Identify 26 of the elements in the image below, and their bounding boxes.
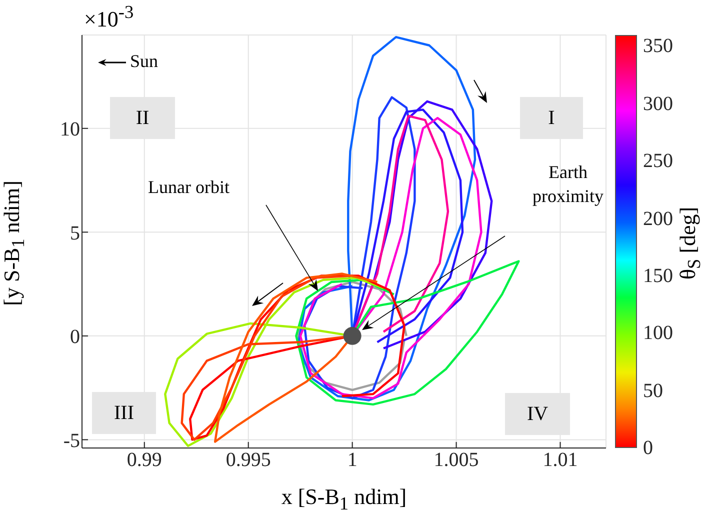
color-bar-label: 0 [643, 436, 653, 460]
annotation: II [110, 97, 175, 139]
color-bar-label: 300 [643, 92, 673, 116]
annotation: III [92, 392, 156, 434]
y-tick-label: 10 [60, 118, 80, 140]
annotation: Earth proximity [532, 161, 604, 208]
x-axis-title: x [S-B$_{1}$ ndim] [280, 484, 408, 514]
annotation: IV [505, 393, 570, 435]
annotation: Lunar orbit [148, 177, 230, 198]
color-bar-label: 350 [643, 34, 673, 58]
x-tick-label: 1.005 [434, 449, 479, 472]
annotation: Sun [130, 51, 158, 72]
y-tick-label: 5 [70, 222, 80, 244]
x-tick-label: 1.01 [542, 449, 578, 472]
color-bar-label: 50 [643, 378, 663, 403]
x-tick-label: 0.99 [126, 449, 162, 472]
color-bar-label: 200 [643, 206, 673, 231]
color-bar-label: 250 [643, 149, 673, 174]
x-tick-label: 1 [347, 449, 358, 472]
color-bar-label: 150 [643, 264, 673, 288]
x-tick-label: 0.995 [226, 449, 271, 472]
y-tick-label: 0 [70, 326, 80, 348]
text: ×10$^{-3}$ [84, 2, 134, 32]
y-tick-label: -5 [63, 430, 80, 452]
color-bar-label: 100 [643, 321, 673, 346]
annotation: I [520, 97, 583, 139]
